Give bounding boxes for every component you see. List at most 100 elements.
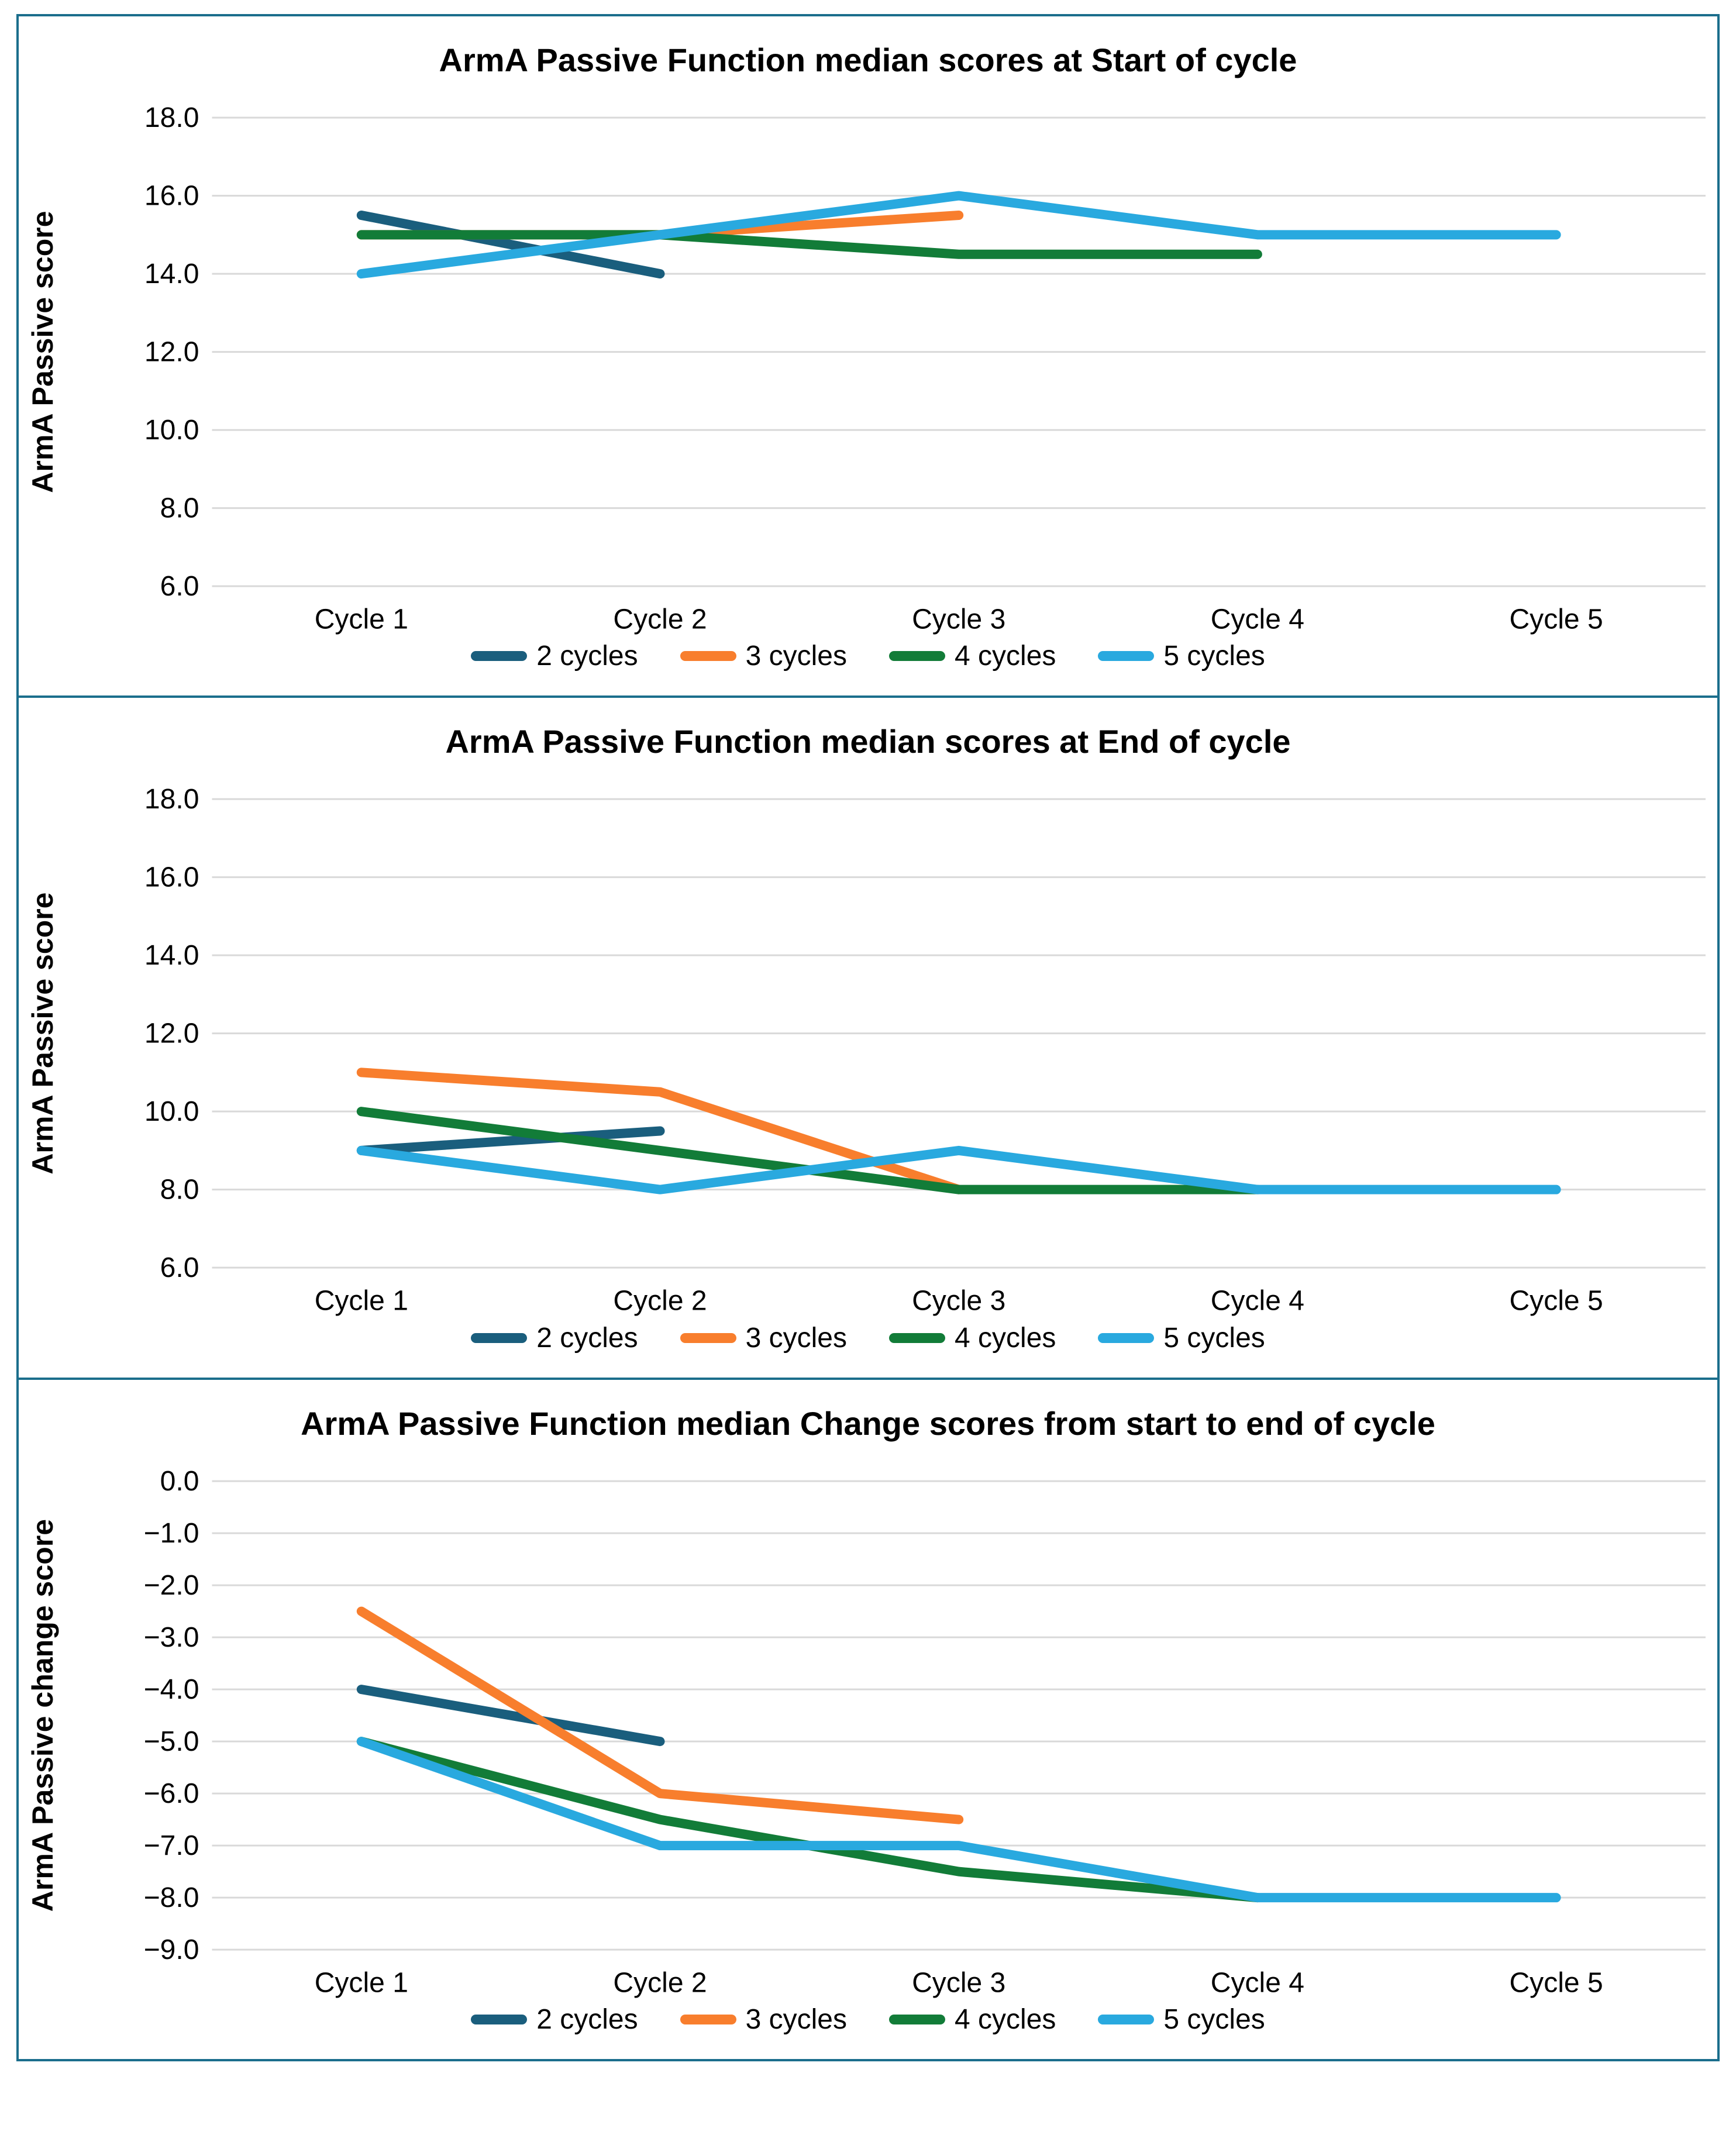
legend-item-2-cycles: 2 cycles bbox=[471, 2003, 638, 2036]
y-tick-label: 14.0 bbox=[144, 258, 199, 290]
legend-item-3-cycles: 3 cycles bbox=[680, 2003, 847, 2036]
y-tick-label: −6.0 bbox=[144, 1778, 199, 1809]
legend-item-4-cycles: 4 cycles bbox=[889, 2003, 1056, 2036]
series-line-3-cycles bbox=[356, 1068, 964, 1194]
y-tick-label: 14.0 bbox=[144, 939, 199, 971]
x-axis-label: Cycle 2 bbox=[613, 603, 707, 635]
x-axis-label: Cycle 4 bbox=[1211, 603, 1304, 635]
y-axis-title: ArmA Passive score bbox=[26, 893, 59, 1175]
legend-item-4-cycles: 4 cycles bbox=[889, 1322, 1056, 1354]
line-chart-change-scores: 0.0 −1.0 −2.0 −3.0 −4.0 −5.0 −6.0 −7.0 −8.0 −9.0 A… bbox=[26, 1465, 1706, 1998]
legend-label: 2 cycles bbox=[536, 641, 638, 672]
legend-item-5-cycles: 5 cycles bbox=[1098, 640, 1265, 672]
y-tick-label: 6.0 bbox=[160, 570, 199, 602]
y-tick-label: 8.0 bbox=[160, 493, 199, 524]
legend-swatch-icon bbox=[471, 651, 528, 662]
legend-label: 4 cycles bbox=[955, 2003, 1056, 2035]
legend-item-5-cycles: 5 cycles bbox=[1098, 1322, 1265, 1354]
legend-swatch-icon bbox=[1098, 651, 1155, 662]
x-axis-label: Cycle 1 bbox=[315, 1967, 408, 1998]
legend: 2 cycles 3 cycles 4 cycles 5 cycles bbox=[19, 2003, 1717, 2036]
legend-swatch-icon bbox=[1098, 1332, 1155, 1343]
y-tick-label: 10.0 bbox=[144, 414, 199, 446]
x-axis-label: Cycle 3 bbox=[912, 603, 1005, 635]
legend-label: 5 cycles bbox=[1163, 641, 1265, 672]
legend-item-3-cycles: 3 cycles bbox=[680, 1322, 847, 1354]
legend: 2 cycles 3 cycles 4 cycles 5 cycles bbox=[19, 1322, 1717, 1354]
series-line-4-cycles bbox=[356, 230, 1262, 259]
x-axis-label: Cycle 1 bbox=[315, 1285, 408, 1317]
legend-swatch-icon bbox=[680, 651, 736, 662]
legend-label: 5 cycles bbox=[1163, 1322, 1265, 1354]
series-line-2-cycles bbox=[356, 210, 665, 279]
x-axis-label: Cycle 5 bbox=[1509, 1285, 1603, 1317]
series-line-5-cycles bbox=[356, 1736, 1561, 1902]
legend-item-2-cycles: 2 cycles bbox=[471, 1322, 638, 1354]
y-axis-title: ArmA Passive score bbox=[26, 211, 59, 493]
y-tick-label: −4.0 bbox=[144, 1674, 199, 1705]
series-line-3-cycles bbox=[356, 1606, 964, 1824]
y-tick-label: 16.0 bbox=[144, 180, 199, 212]
series-line-2-cycles bbox=[356, 1126, 665, 1156]
legend-item-5-cycles: 5 cycles bbox=[1098, 2003, 1265, 2036]
series-line-5-cycles bbox=[356, 1146, 1561, 1194]
y-tick-label: −1.0 bbox=[144, 1517, 199, 1549]
chart-panel-change-scores: ArmA Passive Function median Change scor… bbox=[16, 1377, 1720, 2061]
chart-title: ArmA Passive Function median scores at E… bbox=[445, 723, 1291, 760]
y-tick-label: 18.0 bbox=[144, 102, 199, 133]
chart-title: ArmA Passive Function median scores at S… bbox=[439, 42, 1297, 78]
y-tick-label: −3.0 bbox=[144, 1621, 199, 1653]
series-line-4-cycles bbox=[356, 1107, 1262, 1194]
y-axis-title: ArmA Passive change score bbox=[26, 1519, 59, 1912]
y-tick-label: 12.0 bbox=[144, 1018, 199, 1049]
x-axis-label: Cycle 3 bbox=[912, 1967, 1005, 1998]
x-axis-label: Cycle 2 bbox=[613, 1967, 707, 1998]
legend-swatch-icon bbox=[471, 1332, 528, 1343]
y-tick-label: 0.0 bbox=[160, 1465, 199, 1497]
series-line-2-cycles bbox=[356, 1684, 665, 1746]
x-axis-label: Cycle 5 bbox=[1509, 1967, 1603, 1998]
legend-item-4-cycles: 4 cycles bbox=[889, 640, 1056, 672]
chart-panel-start-of-cycle: ArmA Passive Function median scores at S… bbox=[16, 14, 1720, 698]
x-axis-label: Cycle 3 bbox=[912, 1285, 1005, 1317]
y-tick-label: −5.0 bbox=[144, 1726, 199, 1757]
legend-swatch-icon bbox=[889, 651, 945, 662]
legend-swatch-icon bbox=[889, 1332, 945, 1343]
legend-label: 3 cycles bbox=[745, 641, 847, 672]
y-tick-label: 18.0 bbox=[144, 783, 199, 815]
legend-swatch-icon bbox=[680, 1332, 736, 1343]
chart-panel-end-of-cycle: ArmA Passive Function median scores at E… bbox=[16, 695, 1720, 1380]
line-chart-start-of-cycle: 18.0 16.0 14.0 12.0 10.0 8.0 6.0 ArmA Passive s… bbox=[26, 102, 1706, 635]
y-tick-label: 8.0 bbox=[160, 1174, 199, 1206]
y-tick-label: 12.0 bbox=[144, 336, 199, 368]
legend-label: 4 cycles bbox=[955, 1322, 1056, 1354]
line-chart-end-of-cycle: 18.0 16.0 14.0 12.0 10.0 8.0 6.0 ArmA Passive s… bbox=[26, 783, 1706, 1317]
y-tick-label: −8.0 bbox=[144, 1882, 199, 1913]
x-axis-label: Cycle 4 bbox=[1211, 1967, 1304, 1998]
legend-swatch-icon bbox=[471, 2014, 528, 2024]
legend-label: 2 cycles bbox=[536, 1322, 638, 1354]
legend-label: 5 cycles bbox=[1163, 2003, 1265, 2035]
y-tick-label: 10.0 bbox=[144, 1096, 199, 1127]
legend-label: 2 cycles bbox=[536, 2003, 638, 2035]
legend-item-2-cycles: 2 cycles bbox=[471, 640, 638, 672]
legend-swatch-icon bbox=[889, 2014, 945, 2024]
x-axis-label: Cycle 1 bbox=[315, 603, 408, 635]
legend-item-3-cycles: 3 cycles bbox=[680, 640, 847, 672]
legend-label: 3 cycles bbox=[745, 1322, 847, 1354]
chart-title: ArmA Passive Function median Change scor… bbox=[301, 1404, 1435, 1442]
legend-label: 4 cycles bbox=[955, 641, 1056, 672]
y-tick-label: 6.0 bbox=[160, 1252, 199, 1283]
y-tick-label: 16.0 bbox=[144, 862, 199, 893]
x-axis-label: Cycle 2 bbox=[613, 1285, 707, 1317]
legend-swatch-icon bbox=[1098, 2014, 1155, 2024]
legend-swatch-icon bbox=[680, 2014, 736, 2024]
series-line-5-cycles bbox=[356, 191, 1561, 279]
legend: 2 cycles 3 cycles 4 cycles 5 cycles bbox=[19, 640, 1717, 672]
legend-label: 3 cycles bbox=[745, 2003, 847, 2035]
y-tick-label: −2.0 bbox=[144, 1569, 199, 1601]
x-axis-label: Cycle 4 bbox=[1211, 1285, 1304, 1317]
figure-page: ArmA Passive Function median scores at S… bbox=[16, 14, 1720, 2061]
x-axis-label: Cycle 5 bbox=[1509, 603, 1603, 635]
y-tick-label: −7.0 bbox=[144, 1830, 199, 1861]
